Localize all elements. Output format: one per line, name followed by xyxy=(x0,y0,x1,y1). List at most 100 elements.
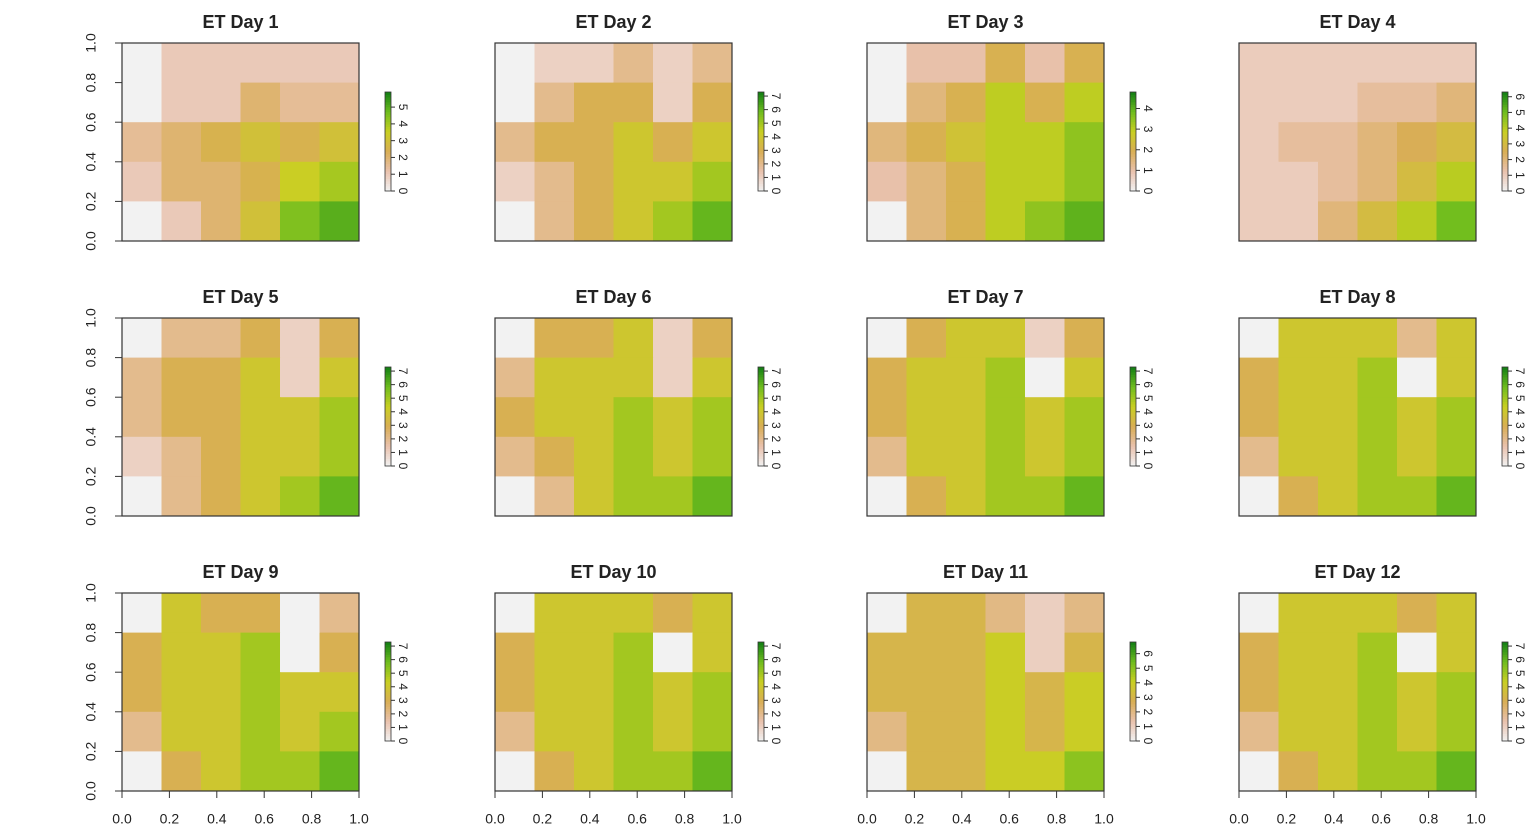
raster-cell xyxy=(867,593,907,633)
raster-cell xyxy=(241,201,281,241)
colorbar-segment xyxy=(385,436,391,439)
raster-cell xyxy=(1025,358,1065,398)
raster-cell xyxy=(535,162,575,202)
colorbar-segment xyxy=(758,154,764,157)
raster-cell xyxy=(614,712,654,752)
y-tick-label: 0.0 xyxy=(83,231,99,251)
raster-cell xyxy=(122,476,162,516)
colorbar-segment xyxy=(1502,107,1508,110)
raster-cell xyxy=(946,437,986,477)
colorbar-segment xyxy=(385,667,391,670)
colorbar-segment xyxy=(1502,434,1508,437)
colorbar-segment xyxy=(385,716,391,719)
raster-cell xyxy=(1279,712,1319,752)
colorbar-segment xyxy=(758,662,764,665)
raster-cell xyxy=(535,672,575,712)
x-tick-label: 0.0 xyxy=(1229,811,1249,827)
x-tick-label: 0.8 xyxy=(1047,811,1067,827)
colorbar-segment xyxy=(385,709,391,712)
raster-cell xyxy=(653,83,693,123)
colorbar-tick-label: 1 xyxy=(1513,724,1527,731)
colorbar-segment xyxy=(1502,441,1508,444)
raster-cell xyxy=(1358,201,1398,241)
raster-cell xyxy=(535,397,575,437)
colorbar-segment xyxy=(758,714,764,717)
colorbar-segment xyxy=(1502,176,1508,179)
raster-cell xyxy=(867,751,907,791)
colorbar-segment xyxy=(758,687,764,690)
colorbar-segment xyxy=(1502,181,1508,184)
colorbar-tick-label: 3 xyxy=(769,697,783,704)
colorbar-segment xyxy=(1502,652,1508,655)
raster-cell xyxy=(653,712,693,752)
colorbar-segment xyxy=(1502,382,1508,385)
colorbar-segment xyxy=(1502,109,1508,112)
raster-cell xyxy=(241,358,281,398)
raster-cell xyxy=(1239,437,1279,477)
colorbar-segment xyxy=(1130,701,1136,704)
x-tick-label: 1.0 xyxy=(1094,811,1114,827)
colorbar-segment xyxy=(1130,379,1136,382)
x-tick-label: 0.6 xyxy=(627,811,647,827)
colorbar-segment xyxy=(1502,682,1508,685)
raster-cell xyxy=(986,712,1026,752)
colorbar-segment xyxy=(385,417,391,420)
colorbar-segment xyxy=(758,689,764,692)
colorbar-segment xyxy=(1502,654,1508,657)
colorbar-tick-label: 0 xyxy=(396,463,410,470)
colorbar-segment xyxy=(385,662,391,665)
colorbar-segment xyxy=(385,724,391,727)
raster-cell xyxy=(1437,83,1477,123)
colorbar-segment xyxy=(1502,134,1508,137)
raster-cell xyxy=(693,476,733,516)
raster-cell xyxy=(162,476,202,516)
colorbar-segment xyxy=(758,451,764,454)
raster-cell xyxy=(693,633,733,673)
colorbar-segment xyxy=(1502,169,1508,172)
colorbar-segment xyxy=(758,657,764,660)
colorbar-segment xyxy=(1130,114,1136,117)
colorbar-segment xyxy=(385,694,391,697)
y-tick-label: 0.6 xyxy=(83,112,99,132)
colorbar-segment xyxy=(385,439,391,442)
raster-cell xyxy=(162,437,202,477)
colorbar-segment xyxy=(1502,404,1508,407)
colorbar-segment xyxy=(1502,387,1508,390)
colorbar-tick-label: 2 xyxy=(396,711,410,718)
colorbar-segment xyxy=(385,104,391,107)
colorbar-segment xyxy=(1130,682,1136,685)
colorbar-segment xyxy=(1130,434,1136,437)
colorbar-tick-label: 5 xyxy=(1513,670,1527,677)
raster-cell xyxy=(1065,43,1105,83)
colorbar-segment xyxy=(385,154,391,157)
colorbar-segment xyxy=(385,726,391,729)
colorbar-tick-label: 1 xyxy=(396,449,410,456)
raster-cell xyxy=(201,712,241,752)
raster-cell xyxy=(241,712,281,752)
colorbar-segment xyxy=(1502,122,1508,125)
x-tick-label: 0.4 xyxy=(580,811,600,827)
raster-cell xyxy=(320,358,360,398)
raster-cell xyxy=(1065,633,1105,673)
colorbar-tick-label: 1 xyxy=(396,724,410,731)
colorbar-segment xyxy=(1502,734,1508,737)
raster-cell xyxy=(1239,397,1279,437)
colorbar-segment xyxy=(1502,412,1508,415)
raster-cell xyxy=(122,201,162,241)
raster-cell xyxy=(614,43,654,83)
raster-cell xyxy=(241,162,281,202)
colorbar-segment xyxy=(758,127,764,130)
raster-cell xyxy=(241,672,281,712)
colorbar-segment xyxy=(1130,372,1136,375)
raster-cell xyxy=(946,358,986,398)
raster-cell xyxy=(693,397,733,437)
colorbar-segment xyxy=(1502,444,1508,447)
colorbar-segment xyxy=(385,114,391,117)
raster-cell xyxy=(1437,672,1477,712)
colorbar-segment xyxy=(385,109,391,112)
colorbar-segment xyxy=(758,694,764,697)
raster-cell xyxy=(535,633,575,673)
colorbar-segment xyxy=(385,456,391,459)
colorbar-segment xyxy=(385,719,391,722)
colorbar-segment xyxy=(758,679,764,682)
